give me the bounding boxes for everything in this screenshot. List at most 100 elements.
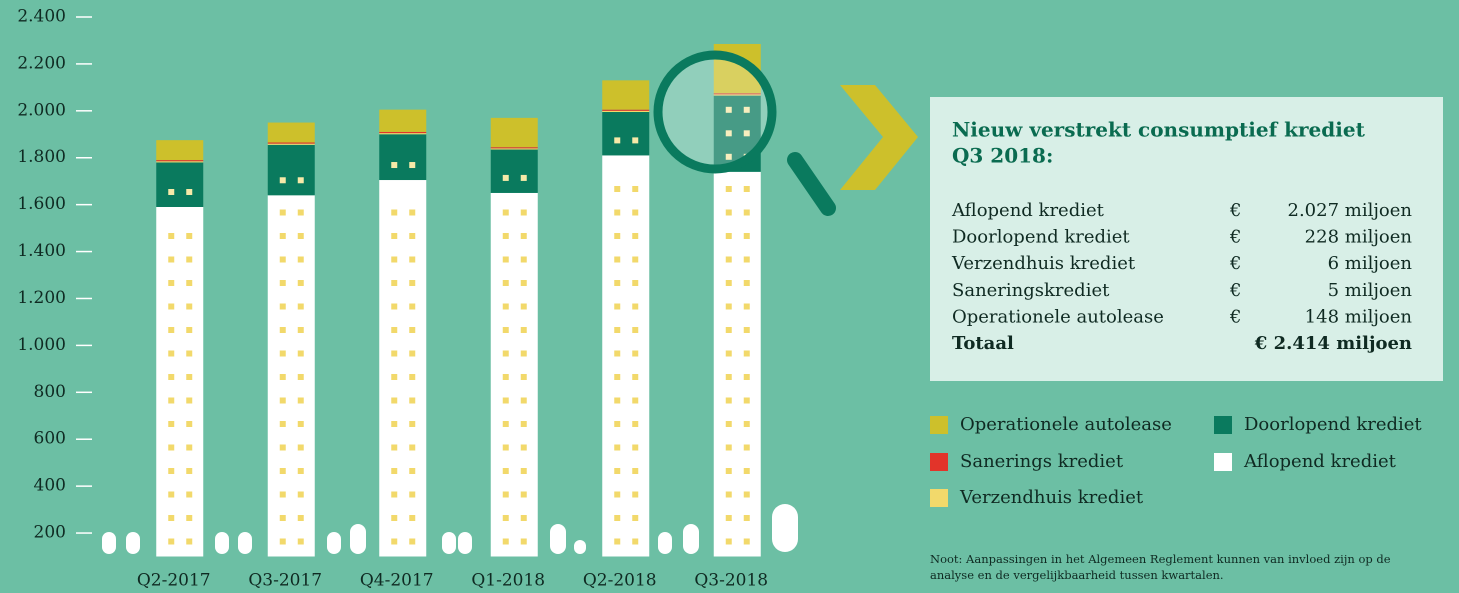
window [391,327,398,333]
window [614,256,621,263]
window [297,397,304,404]
window [520,327,527,333]
tree [102,532,116,554]
window [614,468,621,474]
window [725,130,732,137]
window [520,280,527,286]
window [743,280,750,286]
window [279,209,286,216]
legend-label: Doorlopend krediet [1244,414,1422,435]
bar-segment [490,192,538,557]
window [520,350,527,357]
window [391,374,398,380]
window [297,350,304,357]
window [409,233,416,239]
window [743,350,750,357]
y-tick-label: 1.000 [17,335,66,355]
panel-title: Nieuw verstrekt consumptief krediet [952,118,1366,142]
legend-swatch [930,489,948,507]
window [632,256,639,263]
window [409,209,416,216]
window [279,491,286,498]
tree [350,524,366,554]
window [632,468,639,474]
window [725,468,732,474]
window [632,280,639,286]
window [186,538,193,545]
window [409,397,416,404]
window [186,515,193,521]
window [725,280,732,286]
window [279,280,286,286]
window [297,233,304,239]
panel [930,97,1443,381]
x-tick-label: Q1-2018 [471,571,545,591]
bar-segment [379,180,427,557]
window [502,350,509,357]
window [614,327,621,333]
window [391,280,398,286]
bar-segment [156,160,204,162]
window [743,303,750,310]
window [409,468,416,474]
window [502,444,509,451]
window [632,491,639,498]
x-tick-label: Q2-2018 [583,571,657,591]
window [520,303,527,310]
row-amount: 2.027 miljoen [1288,200,1413,221]
legend-label: Verzendhuis krediet [959,487,1144,508]
row-amount: 148 miljoen [1305,306,1413,327]
bar-segment [267,122,315,143]
window [502,327,509,333]
window [743,491,750,498]
window [186,491,193,498]
window [520,538,527,545]
window [520,444,527,451]
window [279,421,286,427]
legend-swatch [930,416,948,434]
window [614,538,621,545]
window [297,256,304,263]
window [614,421,621,427]
window [520,209,527,216]
bar-segment [267,144,315,196]
y-tick-label: 1.400 [17,241,66,261]
window [391,256,398,263]
row-amount: 228 miljoen [1305,227,1413,248]
bar-segment [602,155,650,557]
legend-label: Aflopend krediet [1243,451,1397,472]
window [632,327,639,333]
window [186,327,193,333]
window [520,174,527,181]
tree [442,532,456,554]
x-tick-label: Q3-2017 [248,571,322,591]
window [391,209,398,216]
window [632,186,639,192]
y-tick-label: 200 [34,523,66,543]
window [279,444,286,451]
window [168,327,175,333]
window [186,303,193,310]
row-currency: € [1229,253,1241,274]
window [186,233,193,239]
window [743,515,750,521]
window [743,444,750,451]
window [186,397,193,404]
bar-segment [379,109,427,132]
window [725,209,732,216]
y-tick-label: 600 [34,429,66,449]
window [168,350,175,357]
window [614,515,621,521]
bar-segment [602,109,650,111]
tree [772,504,798,552]
window [632,515,639,521]
tree [215,532,229,554]
window [614,397,621,404]
note: Noot: Aanpassingen in het Algemeen Regle… [930,552,1391,566]
window [297,280,304,286]
window [743,186,750,192]
row-label: Verzendhuis krediet [951,253,1136,274]
window [168,280,175,286]
window [632,209,639,216]
